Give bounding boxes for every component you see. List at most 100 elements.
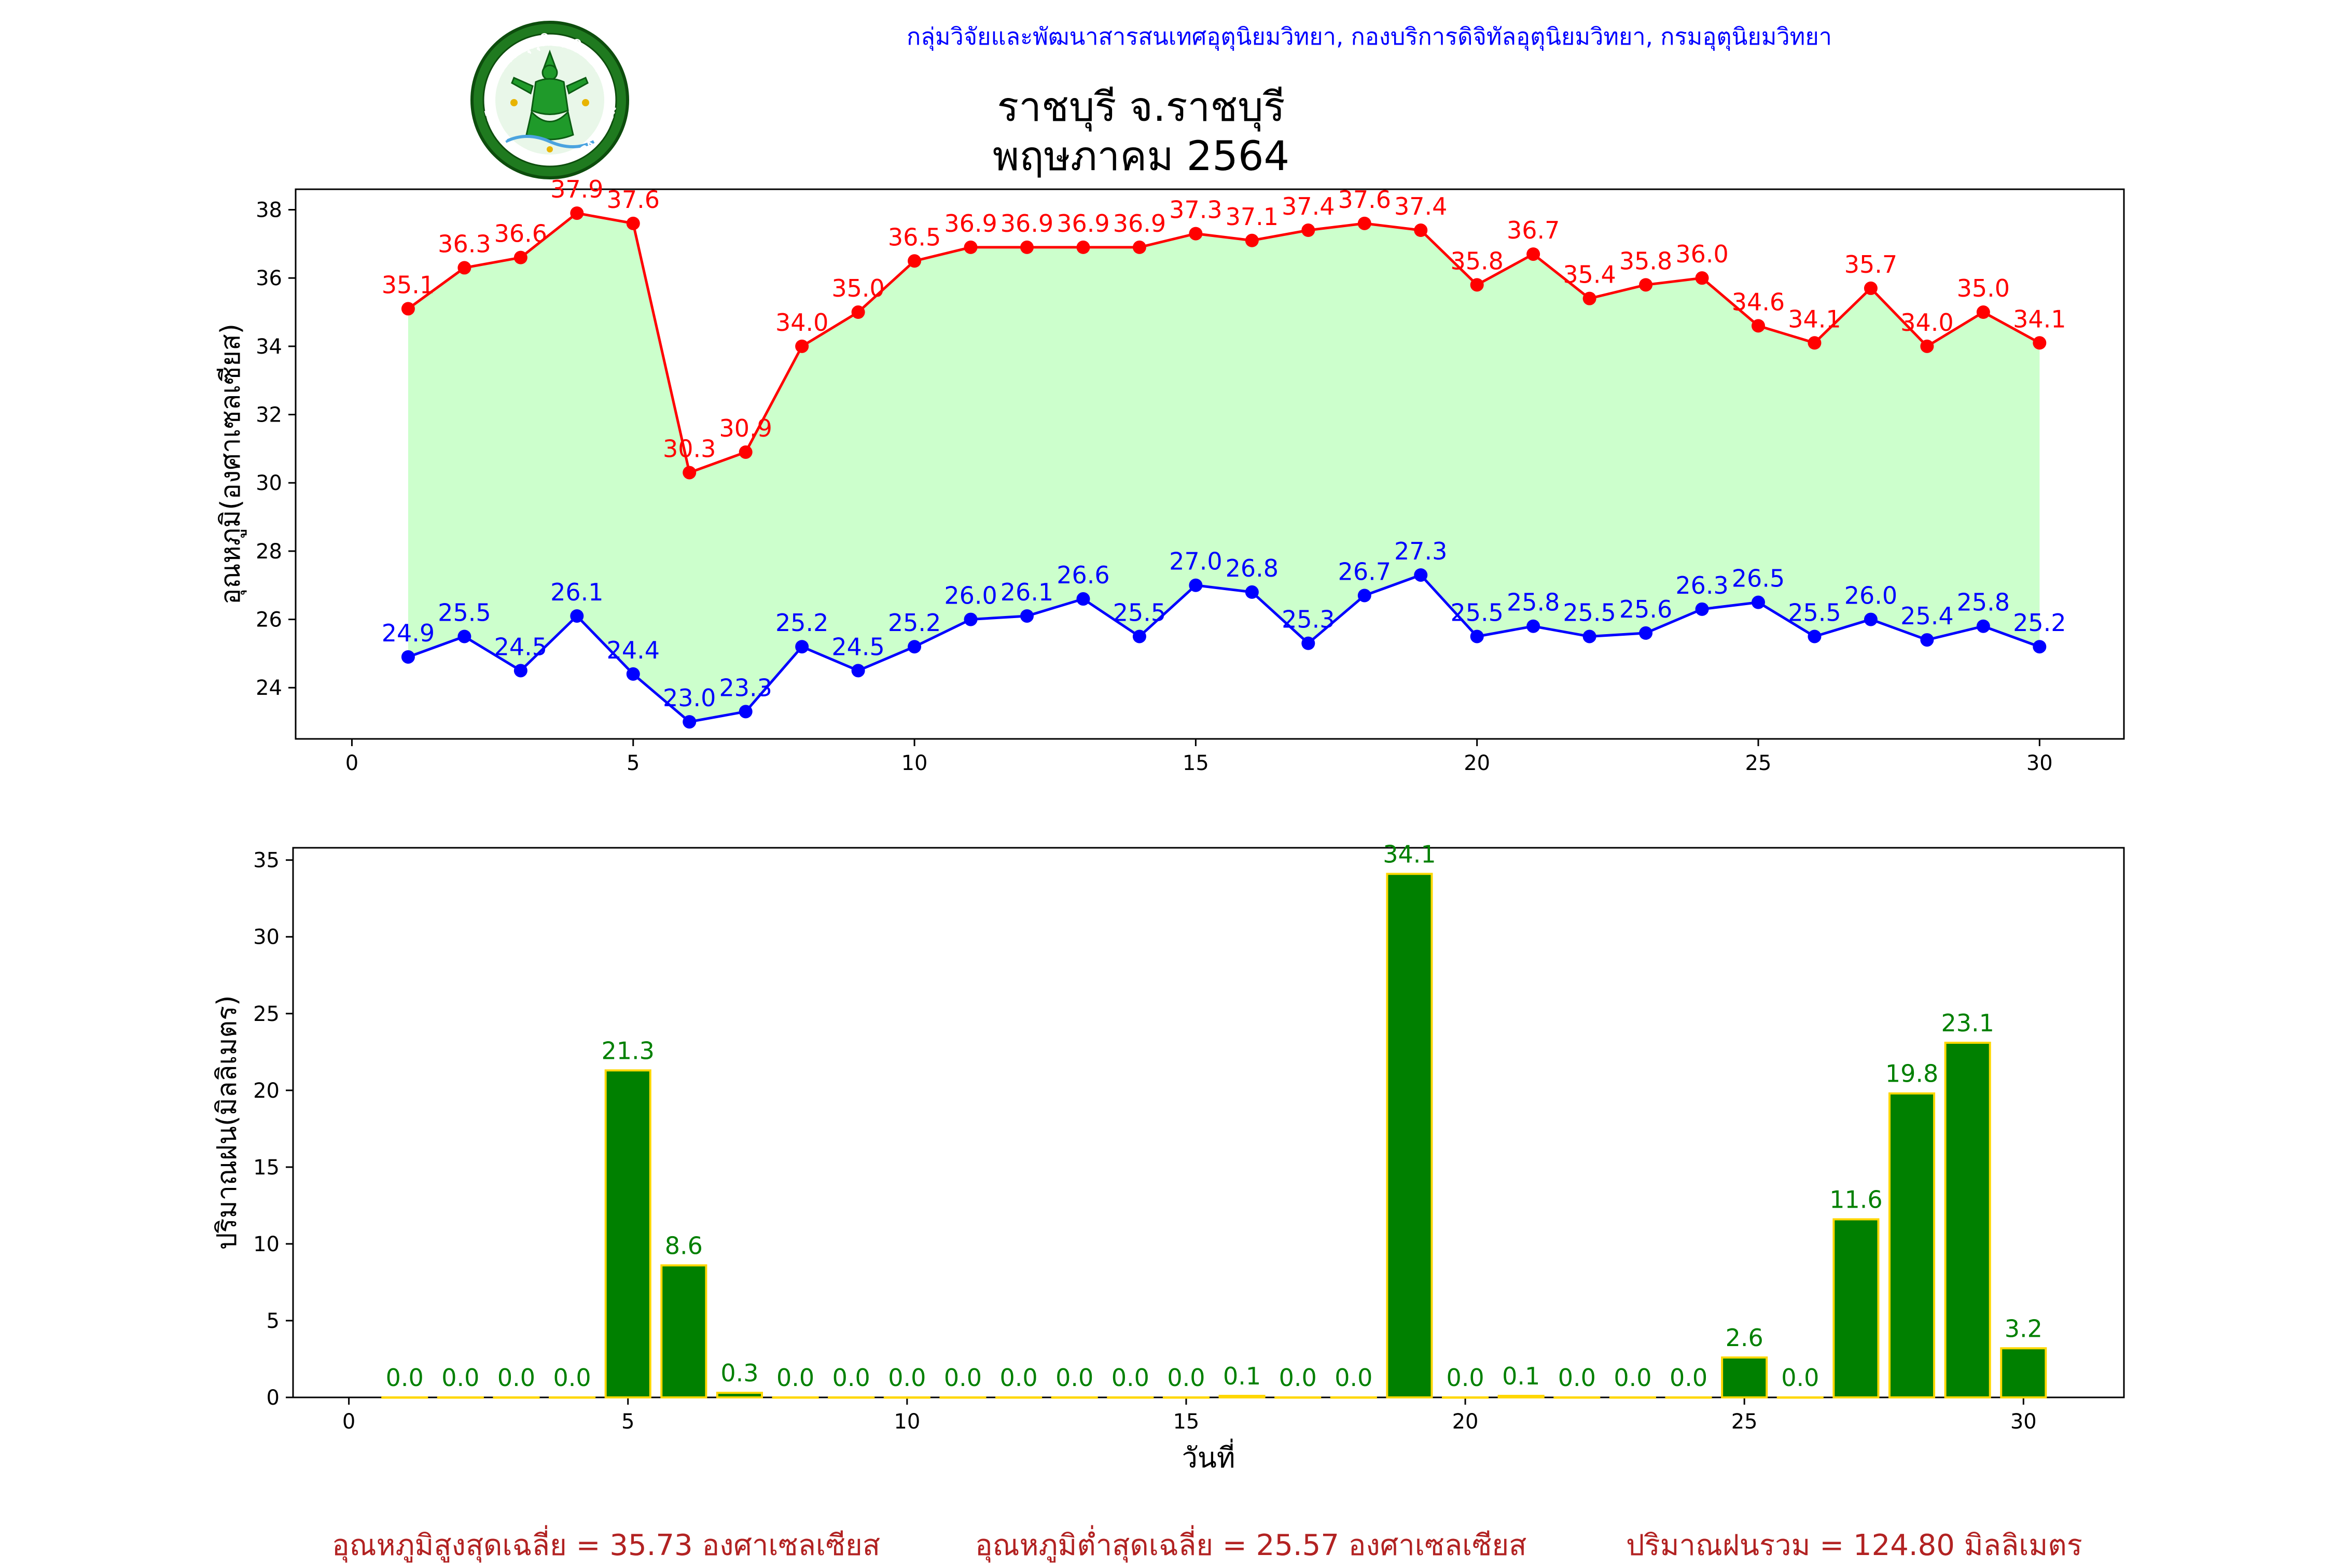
rainfall-bar [1162, 1396, 1210, 1399]
rainfall-bar [995, 1396, 1043, 1399]
max-temperature-label: 37.6 [1338, 186, 1391, 214]
max-temperature-label: 35.4 [1563, 261, 1616, 289]
min-temperature-label: 26.3 [1675, 571, 1728, 599]
max-temperature-label: 37.3 [1169, 196, 1222, 224]
min-temperature-label: 25.2 [2013, 609, 2066, 637]
max-temperature-label: 36.0 [1675, 240, 1728, 268]
rainfall-bar-label: 0.0 [944, 1364, 982, 1392]
x-tick-label: 25 [1745, 751, 1772, 775]
max-temperature-label: 35.0 [831, 274, 884, 302]
temperature-y-axis-label: อุณหภูมิ(องศาเซลเซียส) [215, 324, 247, 605]
meteorological-department-logo: กรมอุตุนิยมวิทยา METEOROLOGICAL DEPARTME… [469, 21, 629, 179]
x-tick-label: 0 [345, 751, 358, 775]
rainfall-bar-label: 0.0 [1558, 1364, 1596, 1392]
max-temperature-point [1808, 336, 1822, 350]
rainfall-bar [381, 1396, 428, 1399]
rainfall-bar-label: 0.0 [441, 1364, 479, 1392]
temperature-chart: 0 5 10 15 20 25 30 24 26 28 30 32 34 36 38 35.136.3 36.6… [215, 175, 2125, 775]
rainfall-bar-label: 0.0 [1781, 1364, 1819, 1392]
min-temperature-label: 26.0 [1844, 582, 1897, 610]
max-temperature-point [1301, 223, 1315, 237]
rainfall-bar [1442, 1396, 1489, 1399]
max-temperature-label: 34.0 [775, 309, 828, 337]
min-temperature-label: 24.9 [382, 619, 435, 647]
x-tick-label: 5 [627, 751, 640, 775]
y-tick-label: 0 [267, 1386, 280, 1410]
chart-title-period: พฤษภาคม 2564 [992, 133, 1290, 180]
rainfall-bar-label: 34.1 [1383, 840, 1436, 868]
max-temperature-label: 37.1 [1226, 203, 1279, 231]
max-temperature-label: 36.7 [1507, 216, 1560, 244]
rainfall-bar-label: 0.0 [888, 1364, 926, 1392]
rainfall-bar [1721, 1356, 1768, 1399]
rainfall-bar [1944, 1042, 1991, 1399]
max-temperature-point [683, 466, 697, 480]
max-temperature-point [1752, 319, 1765, 333]
max-temperature-point [1245, 233, 1259, 247]
summary-avg-max-temp: อุณหภูมิสูงสุดเฉลี่ย = 35.73 องศาเซลเซีย… [332, 1529, 881, 1562]
rainfall-bar-label: 0.0 [553, 1364, 591, 1392]
rainfall-bar-label: 23.1 [1941, 1009, 1994, 1037]
min-temperature-label: 25.5 [1788, 598, 1841, 626]
rainfall-bar-label: 0.0 [1279, 1364, 1317, 1392]
max-temperature-point [1076, 240, 1090, 254]
min-temperature-point [1808, 629, 1822, 643]
rainfall-bar-label: 0.0 [832, 1364, 870, 1392]
max-temperature-point [1695, 271, 1709, 285]
max-temperature-point [1864, 281, 1878, 295]
max-temperature-point [1357, 216, 1371, 230]
rainfall-bar [1553, 1396, 1601, 1399]
rainfall-bar [939, 1396, 987, 1399]
x-tick-label: 10 [901, 751, 928, 775]
min-temperature-point [1357, 589, 1371, 603]
header-credit: กลุ่มวิจัยและพัฒนาสารสนเทศอุตุนิยมวิทยา,… [907, 23, 1832, 50]
x-tick-label: 30 [2010, 1410, 2037, 1434]
y-tick-label: 10 [253, 1233, 280, 1256]
max-temperature-label: 36.9 [1001, 209, 1053, 237]
rainfall-bar [1776, 1396, 1824, 1399]
min-temperature-label: 26.6 [1057, 561, 1109, 589]
rainfall-bar-label: 3.2 [2005, 1314, 2043, 1342]
rainfall-bar-label: 0.3 [720, 1359, 758, 1387]
max-temperature-label: 34.0 [1900, 309, 1953, 337]
deity-emblem [511, 49, 589, 141]
max-temperature-label: 36.9 [944, 209, 997, 237]
min-temperature-point [1301, 636, 1315, 650]
x-tick-label: 15 [1183, 751, 1209, 775]
max-temperature-label: 35.8 [1619, 247, 1672, 275]
x-tick-label: 30 [2026, 751, 2053, 775]
max-temperature-label: 37.4 [1394, 192, 1447, 220]
x-tick-label: 25 [1731, 1410, 1758, 1434]
min-temperature-point [1695, 602, 1709, 616]
max-temperature-label: 30.3 [663, 435, 716, 463]
x-tick-label: 15 [1173, 1410, 1199, 1434]
rainfall-bar-label: 0.0 [1112, 1364, 1149, 1392]
max-temperature-label: 36.3 [438, 230, 491, 258]
max-temperature-point [1582, 291, 1596, 305]
max-temperature-label: 30.9 [719, 414, 772, 442]
min-temperature-label: 26.1 [550, 578, 603, 606]
max-temperature-label: 34.1 [1788, 305, 1841, 333]
x-tick-label: 20 [1452, 1410, 1479, 1434]
rainfall-bar-label: 0.0 [1167, 1364, 1205, 1392]
rainfall-bar [1832, 1218, 1880, 1399]
min-temperature-label: 26.5 [1732, 565, 1785, 593]
max-temperature-label: 35.1 [382, 271, 435, 299]
min-temperature-point [683, 715, 697, 729]
max-temperature-label: 36.6 [494, 220, 547, 248]
y-tick-label: 26 [256, 608, 282, 632]
max-temperature-line [407, 212, 2040, 474]
rainfall-bar-label: 2.6 [1726, 1324, 1763, 1352]
rainfall-bar [772, 1396, 819, 1399]
rainfall-bar-label: 21.3 [602, 1037, 655, 1065]
min-temperature-label: 25.5 [1563, 598, 1616, 626]
min-temperature-point [570, 609, 584, 623]
min-temperature-point [1132, 629, 1146, 643]
max-temperature-point [1976, 305, 1990, 319]
min-temperature-point [795, 640, 809, 654]
chart-title: ราชบุรี จ.ราชบุรี พฤษภาคม 2564 [778, 83, 1504, 181]
min-temperature-label: 25.5 [1113, 598, 1166, 626]
max-temperature-label: 37.6 [607, 186, 660, 214]
min-temperature-label: 25.2 [888, 609, 941, 637]
